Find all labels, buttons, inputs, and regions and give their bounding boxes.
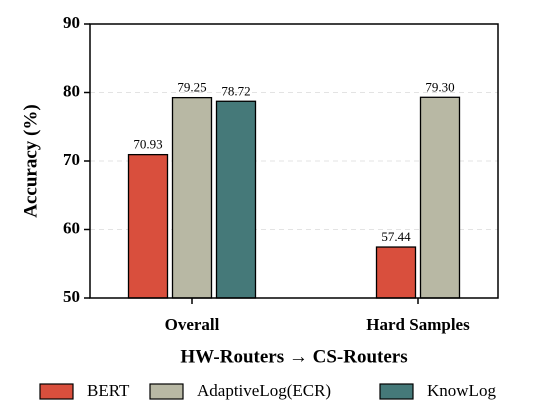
legend-swatch (149, 383, 184, 400)
bar (215, 100, 257, 299)
x-tick-label: Overall (165, 315, 220, 334)
y-tick-label: 80 (63, 81, 80, 100)
value-label: 57.44 (381, 229, 411, 244)
legend-label: BERT (87, 381, 130, 400)
y-axis-label: Accuracy (%) (20, 104, 41, 217)
x-tick-label: Hard Samples (366, 315, 470, 334)
value-label: 70.93 (133, 137, 162, 152)
bar (375, 246, 417, 299)
y-tick-label: 70 (63, 150, 80, 169)
y-tick-label: 60 (63, 218, 80, 237)
value-label: 79.25 (177, 80, 206, 95)
value-label: 79.30 (425, 79, 454, 94)
x-axis-label: HW-Routers → CS-Routers (180, 346, 407, 367)
bar (171, 96, 213, 299)
legend-label: AdaptiveLog(ECR) (197, 381, 331, 400)
bar (419, 96, 461, 299)
value-label: 78.72 (221, 83, 250, 98)
legend-swatch (379, 383, 414, 400)
y-tick-label: 90 (63, 13, 80, 32)
legend-label: KnowLog (427, 381, 496, 400)
bar (127, 153, 169, 299)
plot-frame (89, 23, 499, 299)
y-tick-label: 50 (63, 287, 80, 306)
legend-swatch (39, 383, 74, 400)
